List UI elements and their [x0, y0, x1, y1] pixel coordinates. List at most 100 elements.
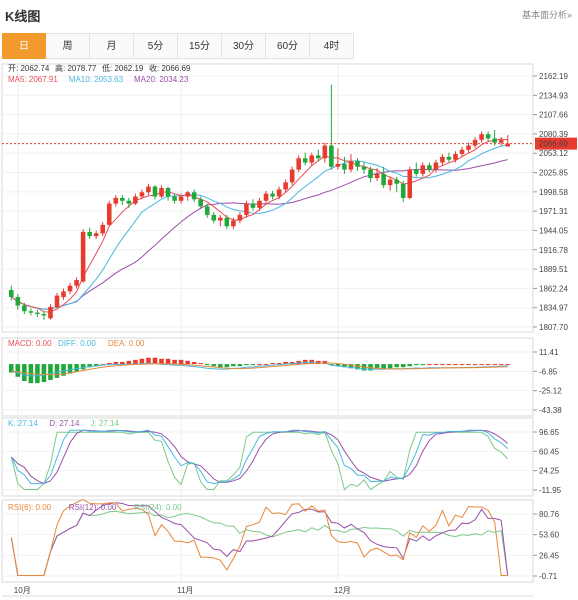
fundamental-analysis-link[interactable]: 基本面分析»: [521, 10, 572, 20]
candle-body-12: [87, 231, 92, 237]
candle-body-21: [146, 186, 151, 193]
candle-body-40: [270, 193, 275, 197]
macd-bar-8: [61, 364, 66, 376]
macd-legend-0: MACD: 0.00: [8, 339, 52, 348]
candle-body-38: [257, 200, 262, 208]
macd-bar-70: [466, 364, 471, 366]
macd-bar-69: [459, 364, 465, 366]
candle-body-76: [505, 143, 511, 147]
candle-body-7: [54, 295, 60, 307]
macd-bar-72: [479, 364, 484, 366]
kdj-legend-1: D: 27.14: [49, 419, 80, 428]
candle-body-74: [492, 138, 497, 143]
macd-bar-28: [191, 361, 197, 365]
macd-bar-25: [172, 359, 177, 365]
ma-legend-1: MA10: 2053.63: [69, 75, 124, 84]
candle-body-50: [335, 163, 341, 167]
candle-body-26: [178, 196, 184, 201]
pane2-ytick-label-0: 96.65: [539, 428, 560, 437]
candle-body-22: [152, 186, 158, 197]
candle-body-15: [106, 203, 112, 225]
candle-body-54: [361, 166, 367, 170]
macd-bar-0: [8, 364, 14, 373]
macd-bar-75: [498, 364, 504, 366]
macd-bar-18: [126, 360, 132, 365]
last-price-tag: [535, 137, 577, 150]
candle-body-64: [427, 165, 432, 170]
macd-bar-31: [211, 364, 217, 367]
candle-body-19: [133, 196, 138, 204]
candle-body-39: [263, 193, 269, 201]
candle-body-31: [211, 214, 217, 221]
macd-bar-38: [257, 364, 262, 366]
ma20-line: [11, 159, 508, 310]
pane-frame-0: [1, 63, 534, 333]
ohlc-legend-2: 低: 2062.19: [102, 63, 144, 73]
tab-5[interactable]: 30分: [222, 33, 266, 59]
candle-body-52: [348, 161, 354, 170]
macd-bar-17: [120, 361, 125, 365]
candle-body-53: [355, 161, 360, 167]
macd-bar-13: [93, 364, 99, 367]
macd-bar-61: [407, 364, 413, 367]
candle-body-43: [289, 169, 295, 183]
tab-6[interactable]: 60分: [266, 33, 310, 59]
candle-body-32: [218, 217, 223, 221]
macd-bar-67: [446, 364, 452, 366]
macd-bar-6: [48, 364, 53, 380]
tab-1[interactable]: 周: [46, 33, 90, 59]
macd-bar-59: [394, 364, 399, 368]
main-ytick-label-5: 2025.85: [539, 169, 568, 178]
macd-bar-32: [218, 364, 223, 368]
macd-bar-65: [433, 364, 439, 366]
candle-body-63: [420, 165, 426, 174]
ma-legend-0: MA5: 2067.91: [8, 75, 58, 84]
candle-body-48: [322, 145, 328, 159]
macd-bar-33: [224, 364, 230, 368]
tab-4[interactable]: 15分: [178, 33, 222, 59]
pane2-ytick-label-2: 24.25: [539, 467, 560, 476]
main-ytick-label-4: 2053.12: [539, 149, 568, 158]
macd-bar-30: [204, 364, 210, 366]
xtick-label-0: 10月: [14, 586, 31, 595]
macd-bar-56: [374, 364, 380, 370]
main-ytick-label-3: 2080.39: [539, 130, 568, 139]
j-line: [10, 431, 509, 491]
candle-body-9: [67, 285, 73, 292]
chart-title: K线图: [5, 9, 41, 24]
macd-bar-76: [505, 364, 511, 366]
d-line: [10, 429, 509, 485]
candle-body-23: [159, 188, 164, 197]
macd-bar-23: [159, 358, 164, 365]
main-ytick-label-7: 1971.31: [539, 207, 568, 216]
pane1-ytick-label-3: -43.38: [539, 406, 562, 415]
candle-body-46: [309, 155, 315, 163]
candle-body-35: [237, 214, 243, 221]
macd-bar-58: [387, 364, 393, 369]
tab-2[interactable]: 月: [90, 33, 134, 59]
candle-body-72: [479, 134, 484, 140]
tab-3[interactable]: 5分: [134, 33, 178, 59]
candle-body-65: [433, 162, 439, 170]
candle-body-61: [407, 169, 413, 198]
tab-7[interactable]: 4时: [310, 33, 354, 59]
candle-body-16: [113, 197, 119, 204]
macd-bar-68: [453, 364, 458, 366]
rsi-legend-1: RSI(12): 0.00: [69, 503, 117, 512]
macd-bar-39: [263, 364, 269, 366]
pane3-ytick-label-1: 53.60: [539, 531, 560, 540]
macd-bar-27: [185, 360, 190, 365]
macd-legend-1: DIFF: 0.00: [58, 339, 96, 348]
macd-bar-11: [80, 364, 86, 370]
tab-0[interactable]: 日: [2, 33, 46, 59]
candle-body-4: [35, 312, 40, 315]
macd-bar-51: [342, 364, 347, 368]
macd-bar-12: [87, 364, 92, 368]
macd-bar-20: [139, 358, 145, 365]
macd-bar-74: [492, 364, 497, 366]
candle-body-2: [22, 305, 27, 312]
candle-body-55: [368, 169, 373, 179]
rsi-legend-2: RSI(24): 0.00: [134, 503, 182, 512]
macd-bar-19: [133, 359, 138, 365]
macd-bar-53: [355, 364, 360, 370]
